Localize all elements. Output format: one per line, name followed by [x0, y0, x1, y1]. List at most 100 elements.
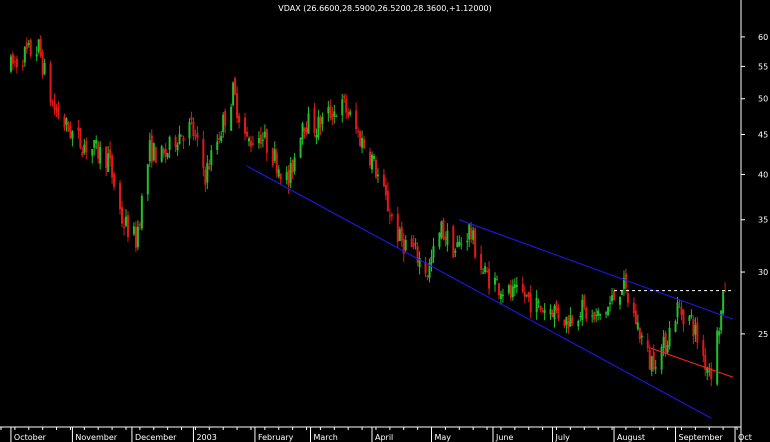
- candle-up: [315, 134, 318, 138]
- candle-down: [319, 117, 322, 128]
- candle-up: [543, 309, 546, 314]
- candle-down: [121, 207, 124, 224]
- price-tick-label: 30: [758, 268, 768, 277]
- candle-down: [426, 275, 429, 278]
- month-label: May: [435, 433, 452, 442]
- candle-up: [708, 370, 711, 372]
- month-label: April: [375, 433, 393, 442]
- candle-down: [313, 108, 316, 134]
- month-label: July: [555, 433, 571, 442]
- candle-down: [238, 115, 241, 123]
- candle-up: [65, 118, 68, 125]
- candle-up: [513, 284, 516, 289]
- candle-down: [85, 140, 88, 152]
- candle-up: [458, 241, 461, 247]
- candle-down: [652, 351, 655, 370]
- candle-down: [369, 151, 372, 166]
- candle-down: [81, 151, 84, 156]
- candle-down: [424, 262, 427, 274]
- candle-down: [571, 317, 574, 324]
- candle-up: [341, 99, 344, 116]
- candle-down: [77, 127, 80, 131]
- candle-down: [196, 133, 199, 139]
- candle-up: [370, 154, 373, 170]
- candle-up: [216, 141, 219, 150]
- candle-down: [97, 142, 100, 159]
- candle-down: [416, 246, 419, 263]
- candle-down: [279, 173, 282, 180]
- candle-down: [111, 155, 114, 178]
- candle-down: [702, 340, 705, 357]
- candle-down: [15, 58, 18, 68]
- candle-up: [694, 324, 697, 335]
- candle-up: [579, 316, 582, 318]
- candle-down: [704, 355, 707, 370]
- price-tick-label: 25: [758, 330, 768, 339]
- candle-down: [624, 273, 627, 289]
- candle-down: [444, 236, 447, 241]
- month-label: June: [495, 433, 514, 442]
- candle-down: [442, 219, 445, 240]
- candle-up: [466, 240, 469, 243]
- candle-down: [363, 139, 366, 149]
- candle-up: [361, 138, 364, 148]
- candle-down: [265, 129, 268, 153]
- month-label: February: [258, 433, 294, 442]
- candle-up: [507, 285, 510, 293]
- candle-down: [236, 93, 239, 119]
- candle-down: [682, 310, 685, 325]
- month-label: December: [135, 433, 177, 442]
- candle-down: [646, 340, 649, 349]
- candle-down: [204, 169, 207, 185]
- candle-down: [259, 134, 262, 145]
- candle-up: [597, 310, 600, 316]
- candle-up: [107, 153, 110, 172]
- candle-down: [382, 174, 385, 187]
- candle-up: [293, 157, 296, 172]
- candle-down: [632, 302, 635, 314]
- candle-up: [495, 279, 498, 281]
- candle-up: [716, 330, 719, 385]
- candle-up: [160, 146, 163, 162]
- candle-up: [27, 43, 30, 45]
- candle-up: [317, 116, 320, 138]
- candle-up: [335, 116, 338, 118]
- candle-down: [527, 291, 530, 298]
- month-label: March: [313, 433, 337, 442]
- candle-up: [152, 142, 155, 161]
- support-line: [649, 347, 734, 378]
- candle-up: [549, 309, 552, 315]
- time-axis: October November December 2003 February March…: [0, 426, 752, 442]
- chart-title: VDAX (26.6600,28.5900,26.5200,28.3600,+1…: [278, 4, 492, 13]
- candle-up: [83, 144, 86, 153]
- candle-up: [35, 54, 38, 57]
- candle-up: [622, 277, 625, 289]
- candle-down: [386, 190, 389, 212]
- candle-up: [301, 123, 304, 140]
- candle-up: [307, 113, 310, 134]
- candle-up: [456, 242, 459, 248]
- candle-down: [249, 140, 252, 147]
- candle-up: [440, 221, 443, 238]
- candle-down: [39, 38, 42, 57]
- candle-down: [113, 173, 116, 187]
- candle-down: [275, 152, 278, 173]
- candle-up: [95, 140, 98, 144]
- candle-up: [565, 316, 568, 325]
- month-label: October: [14, 433, 47, 442]
- candle-up: [99, 146, 102, 164]
- candle-up: [210, 150, 213, 166]
- candle-down: [355, 110, 358, 130]
- candle-up: [676, 302, 679, 318]
- candle-up: [321, 116, 324, 124]
- candle-down: [63, 116, 66, 128]
- candle-up: [662, 336, 665, 348]
- candle-down: [246, 131, 249, 137]
- candle-up: [674, 321, 677, 332]
- candle-up: [484, 266, 487, 273]
- candle-down: [208, 166, 211, 170]
- candle-down: [396, 213, 399, 242]
- candle-up: [333, 111, 336, 117]
